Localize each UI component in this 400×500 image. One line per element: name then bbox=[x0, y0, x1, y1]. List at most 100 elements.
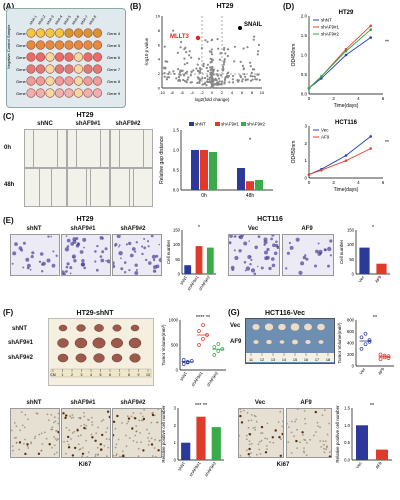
plate-well bbox=[83, 76, 93, 86]
ihc-dot bbox=[143, 409, 145, 411]
cell-dot bbox=[83, 266, 86, 270]
cell-dot bbox=[272, 243, 276, 247]
cell-dot bbox=[245, 266, 251, 271]
micrograph-tile bbox=[10, 408, 60, 458]
volcano-point bbox=[252, 38, 255, 41]
cell-dot bbox=[304, 254, 307, 257]
volcano-point bbox=[208, 78, 211, 81]
ihc-dot bbox=[90, 416, 93, 419]
ihc-dot bbox=[290, 431, 293, 434]
cell-dot bbox=[26, 266, 30, 270]
ruler-label: 5 bbox=[100, 373, 102, 377]
plate-well bbox=[64, 76, 74, 86]
ihc-positive-dot bbox=[76, 429, 79, 432]
micrograph-texture bbox=[62, 235, 110, 275]
ihc-dot bbox=[294, 420, 296, 423]
ihc-marker-right: Ki67 bbox=[276, 462, 290, 468]
tumor bbox=[129, 353, 141, 363]
volcano-point bbox=[226, 72, 229, 75]
scatter-point bbox=[197, 343, 201, 347]
tumor-photo-right: 11 12 13 14 15 16 17 18 bbox=[245, 318, 335, 364]
ihc-dot bbox=[258, 441, 261, 443]
transwell-images-right bbox=[228, 234, 334, 276]
cell-dot bbox=[327, 264, 330, 268]
ruler-label: 8 bbox=[128, 373, 130, 377]
ihc-positive-dot bbox=[248, 447, 251, 451]
volcano-x-tick: -8 bbox=[170, 90, 174, 95]
line-y-tick: 1.5 bbox=[301, 33, 308, 38]
scatter-point bbox=[359, 346, 364, 351]
ihc-dot bbox=[141, 415, 144, 418]
volcano-point bbox=[177, 75, 180, 79]
volcano-point bbox=[244, 75, 247, 78]
volcano-point bbox=[249, 75, 252, 78]
ihc-positive-dot bbox=[106, 410, 110, 413]
bar-category: shNT bbox=[179, 274, 189, 285]
cell-dot bbox=[250, 258, 253, 261]
volcano-point bbox=[218, 58, 222, 61]
ihc-col-af9: AF9 bbox=[300, 400, 312, 406]
volcano-x-tick: -10 bbox=[159, 90, 166, 95]
volcano-point bbox=[163, 45, 166, 48]
ihc-dot bbox=[245, 438, 248, 441]
scatter-point bbox=[363, 342, 368, 347]
volcano-point bbox=[213, 83, 216, 86]
ihc-positive-dot bbox=[278, 436, 281, 439]
ruler-label: 2 bbox=[71, 373, 73, 377]
scatter-annotation: ** bbox=[373, 315, 378, 321]
ihc-dot bbox=[287, 441, 290, 443]
ihc-dot bbox=[248, 443, 251, 446]
bar-rect bbox=[209, 152, 217, 190]
cell-dot bbox=[151, 254, 156, 259]
volcano-point bbox=[201, 83, 205, 86]
line-x-tick: 4 bbox=[357, 96, 360, 101]
volcano-x-tick: -4 bbox=[190, 90, 194, 95]
ihc-dot bbox=[72, 416, 75, 419]
cell-dot bbox=[81, 259, 85, 263]
tumor bbox=[264, 322, 274, 331]
ihc-dot bbox=[260, 432, 262, 435]
tumor bbox=[316, 323, 326, 331]
ihc-dot bbox=[91, 421, 93, 424]
ihc-dot bbox=[239, 454, 242, 457]
plate-well bbox=[54, 76, 65, 86]
volcano-point bbox=[253, 75, 256, 78]
cell-dot bbox=[135, 241, 138, 244]
ihc-positive-dot bbox=[91, 436, 94, 439]
line-series-shNT bbox=[308, 37, 371, 89]
micrograph-texture bbox=[239, 409, 283, 457]
ihc-dot bbox=[105, 431, 107, 433]
tumor-row-vec: Vec bbox=[230, 323, 241, 329]
cell-dot bbox=[105, 260, 107, 262]
plate-gene-right: Gene 6 bbox=[107, 55, 121, 60]
volcano-point bbox=[226, 48, 230, 51]
bar-y-tick: 0.0 bbox=[173, 188, 180, 193]
line-point bbox=[369, 36, 372, 39]
ihc-dot bbox=[122, 450, 124, 453]
line-series-shAF9#2 bbox=[308, 29, 371, 89]
ihc-dot bbox=[107, 446, 110, 449]
volcano-point bbox=[210, 75, 213, 78]
micrograph-tile bbox=[10, 234, 60, 276]
ihc-dot bbox=[132, 440, 135, 442]
ihc-dot bbox=[317, 425, 319, 428]
tumor bbox=[92, 337, 106, 349]
bar-legend-swatch bbox=[215, 122, 220, 126]
ihc-dot bbox=[87, 418, 89, 421]
ihc-dot bbox=[23, 442, 25, 445]
cell-dot bbox=[254, 245, 258, 250]
ihc-dot bbox=[34, 435, 37, 438]
bar-y-tick: 0 bbox=[178, 272, 181, 277]
volcano-point bbox=[243, 73, 246, 76]
plate-well bbox=[45, 64, 55, 74]
ruler bbox=[246, 353, 334, 362]
cell-dot bbox=[113, 261, 115, 265]
bar-y-tick: 0.0 bbox=[344, 458, 350, 463]
ihc-dot bbox=[328, 422, 331, 425]
cell-dot bbox=[83, 246, 85, 249]
line-y-tick: 1 bbox=[304, 158, 307, 163]
bar-rect bbox=[206, 247, 214, 274]
cell-dot bbox=[243, 241, 248, 246]
scatter-point bbox=[181, 362, 186, 366]
cell-dot bbox=[65, 235, 68, 237]
